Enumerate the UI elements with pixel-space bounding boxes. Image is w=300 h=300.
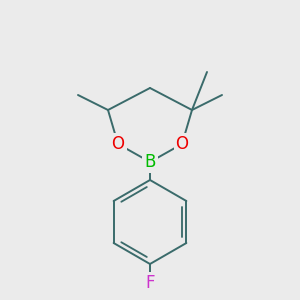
Text: F: F <box>145 274 155 292</box>
Text: B: B <box>144 153 156 171</box>
Text: O: O <box>112 135 124 153</box>
Text: O: O <box>176 135 188 153</box>
